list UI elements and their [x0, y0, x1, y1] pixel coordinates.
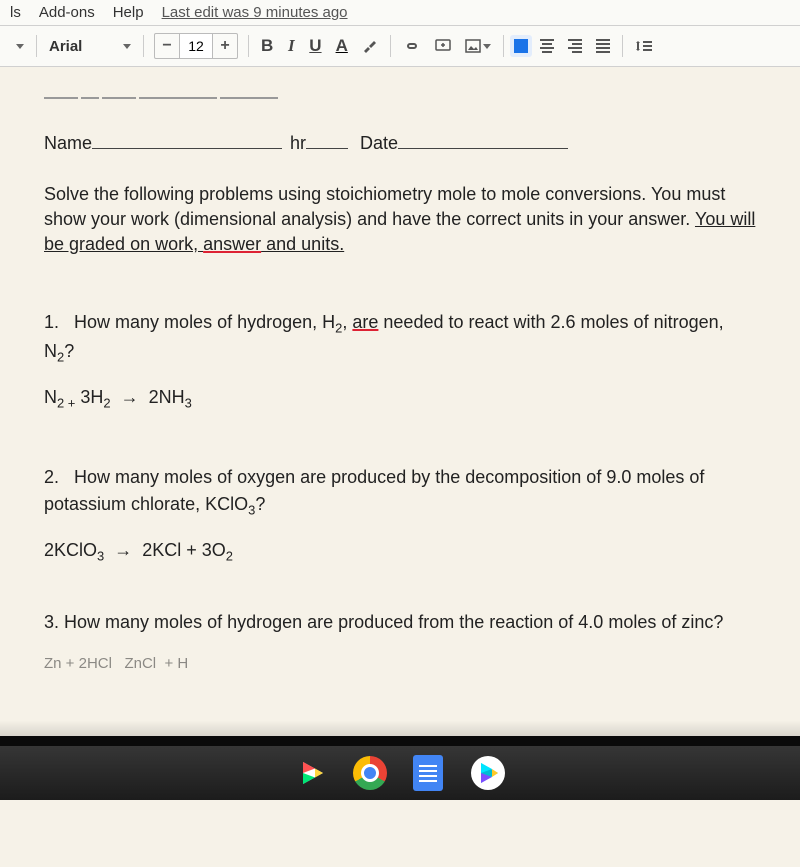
hr-blank[interactable] [306, 131, 348, 149]
date-blank[interactable] [398, 131, 568, 149]
hr-label: hr [290, 131, 306, 155]
play-icon[interactable] [293, 754, 331, 792]
highlight-button[interactable] [356, 34, 384, 58]
equation-2: 2KClO3 → 2KCl + 3O2 [44, 538, 756, 565]
play-store-icon[interactable] [469, 754, 507, 792]
font-size-decrease-button[interactable]: − [155, 34, 179, 58]
menu-bar: ls Add-ons Help Last edit was 9 minutes … [0, 0, 800, 26]
toolbar: Arial − + B I U A [0, 26, 800, 67]
text-color-button[interactable]: A [330, 32, 354, 60]
equation-1: N2 + 3H2 → 2NH3 [44, 385, 756, 412]
align-justify-button[interactable] [590, 35, 616, 57]
add-comment-button[interactable] [429, 34, 457, 58]
instructions: Solve the following problems using stoic… [44, 182, 756, 258]
menu-addons[interactable]: Add-ons [39, 4, 95, 21]
page-header-cutoff [44, 85, 756, 105]
name-date-line: Name hr Date [44, 131, 756, 155]
docs-icon[interactable] [409, 754, 447, 792]
font-size-increase-button[interactable]: + [213, 34, 237, 58]
name-blank[interactable] [92, 131, 282, 149]
font-dropdown-icon[interactable] [115, 40, 137, 53]
chrome-icon[interactable] [353, 756, 387, 790]
underline-button[interactable]: U [303, 32, 327, 60]
font-size-control: − + [154, 33, 238, 59]
name-label: Name [44, 131, 92, 155]
question-1: 1. How many moles of hydrogen, H2, are n… [44, 309, 756, 367]
last-edit-time[interactable]: Last edit was 9 minutes ago [162, 4, 348, 21]
align-right-button[interactable] [562, 35, 588, 57]
italic-button[interactable]: I [281, 32, 301, 60]
menu-help[interactable]: Help [113, 4, 144, 21]
taskbar [0, 746, 800, 800]
menu-tools[interactable]: ls [10, 4, 21, 21]
date-label: Date [360, 131, 398, 155]
font-size-input[interactable] [179, 34, 213, 58]
bold-button[interactable]: B [255, 32, 279, 60]
align-left-button[interactable] [510, 35, 532, 57]
equation-3-cutoff: Zn + 2HCl ZnCl + H [44, 654, 756, 674]
question-2: 2. How many moles of oxygen are produced… [44, 464, 756, 520]
line-spacing-button[interactable] [629, 34, 659, 58]
styles-dropdown[interactable] [8, 40, 30, 53]
insert-image-button[interactable] [459, 35, 497, 57]
align-center-button[interactable] [534, 35, 560, 57]
font-family-select[interactable]: Arial [43, 34, 113, 59]
question-3: 3. How many moles of hydrogen are produc… [44, 609, 756, 636]
insert-link-button[interactable] [397, 35, 427, 57]
screen-bezel [0, 736, 800, 746]
